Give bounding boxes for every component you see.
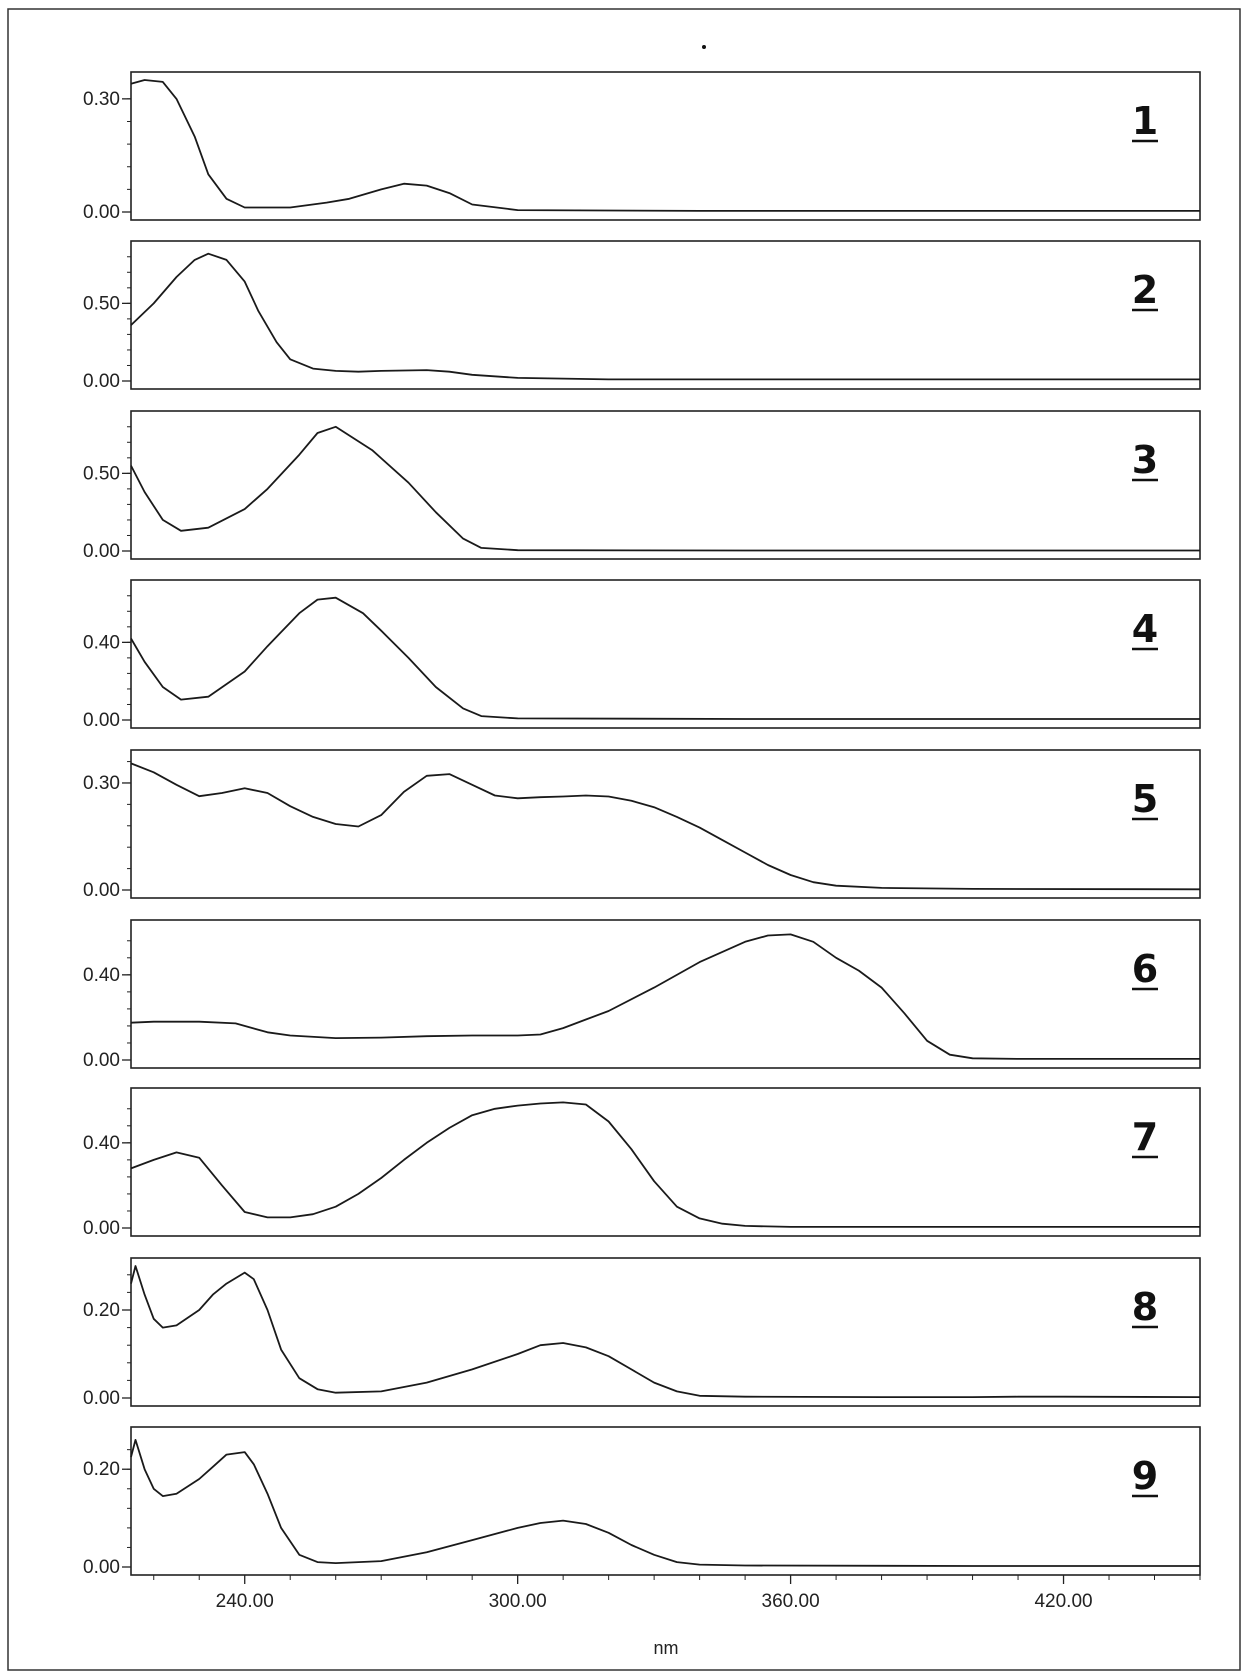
panel-2: 0.00 0.50 2 xyxy=(83,240,1201,392)
panel-frame xyxy=(130,240,1201,390)
y-tick-label: 0.00 xyxy=(83,1557,120,1578)
panel-label: 4 xyxy=(1132,607,1158,651)
spectrum-line-6 xyxy=(130,933,1200,1060)
y-tick-label: 0.30 xyxy=(83,773,120,794)
panel-frame xyxy=(130,579,1201,729)
y-tick-label: 0.50 xyxy=(83,293,120,314)
panel-label: 2 xyxy=(1132,268,1158,312)
y-tick-label: 0.00 xyxy=(83,1388,120,1409)
y-tick-label: 0.30 xyxy=(83,89,120,110)
y-tick-label: 0.40 xyxy=(83,1133,120,1154)
panel-5: 0.00 0.30 5 xyxy=(83,749,1201,901)
y-tick-label: 0.20 xyxy=(83,1300,120,1321)
panel-frame xyxy=(130,410,1201,560)
panel-9: 0.00 0.20 9 xyxy=(83,1426,1201,1578)
panel-frame xyxy=(130,1426,1201,1576)
y-tick-label: 0.50 xyxy=(83,463,120,484)
spectrum-panels: 0.000.30 10.000.50 20.000.50 30.000.40 40.00… xyxy=(83,71,1201,1578)
panel-frame xyxy=(130,71,1201,221)
panel-frame xyxy=(130,1257,1201,1407)
spectrum-line-1 xyxy=(130,79,1200,212)
panel-label: 5 xyxy=(1132,777,1158,821)
spectrum-line-7 xyxy=(130,1101,1200,1228)
panel-frame xyxy=(130,919,1201,1069)
x-tick-label: 360.00 xyxy=(762,1591,820,1612)
stray-dot xyxy=(702,45,706,49)
y-tick-label: 0.00 xyxy=(83,880,120,901)
y-tick-label: 0.00 xyxy=(83,202,120,223)
y-tick-label: 0.40 xyxy=(83,632,120,653)
spectrum-line-4 xyxy=(130,596,1200,720)
y-tick-label: 0.00 xyxy=(83,371,120,392)
panel-1: 0.00 0.30 1 xyxy=(83,71,1201,223)
panel-label: 3 xyxy=(1132,438,1158,482)
spectrum-line-9 xyxy=(130,1439,1200,1567)
panel-3: 0.00 0.50 3 xyxy=(83,410,1201,562)
panel-4: 0.00 0.40 4 xyxy=(83,579,1201,731)
spectrum-line-2 xyxy=(130,252,1200,381)
spectrum-line-3 xyxy=(130,425,1200,552)
x-axis: 240.00 300.00 360.00 420.00 xyxy=(153,1575,1201,1612)
x-tick-label: 300.00 xyxy=(489,1591,547,1612)
y-tick-label: 0.00 xyxy=(83,710,120,731)
x-tick-label: 240.00 xyxy=(216,1591,274,1612)
x-axis-label: nm xyxy=(653,1638,678,1658)
y-tick-label: 0.00 xyxy=(83,1050,120,1071)
panel-frame xyxy=(130,749,1201,899)
panel-7: 0.00 0.40 7 xyxy=(83,1087,1201,1239)
panel-8: 0.00 0.20 8 xyxy=(83,1257,1201,1409)
spectrum-line-8 xyxy=(130,1265,1201,1398)
spectrum-line-5 xyxy=(130,762,1201,891)
x-tick-label: 420.00 xyxy=(1034,1591,1092,1612)
panel-label: 7 xyxy=(1132,1115,1158,1159)
panel-label: 9 xyxy=(1132,1454,1158,1498)
panel-label: 6 xyxy=(1132,947,1158,991)
y-tick-label: 0.20 xyxy=(83,1459,120,1480)
y-tick-label: 0.00 xyxy=(83,541,120,562)
panel-6: 0.00 0.40 6 xyxy=(83,919,1201,1071)
panel-label: 1 xyxy=(1132,99,1158,143)
y-tick-label: 0.40 xyxy=(83,965,120,986)
panel-label: 8 xyxy=(1132,1285,1158,1329)
y-tick-label: 0.00 xyxy=(83,1218,120,1239)
panel-frame xyxy=(130,1087,1201,1237)
